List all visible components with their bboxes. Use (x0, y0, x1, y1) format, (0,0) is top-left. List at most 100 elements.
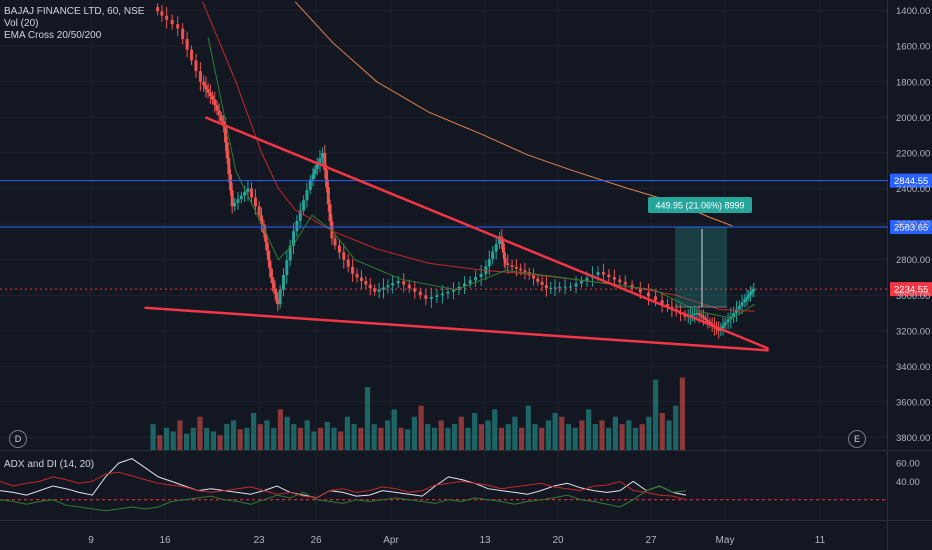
volume-bar (177, 420, 183, 450)
candle-body (359, 277, 363, 282)
candle-body (391, 283, 395, 286)
candle-body (276, 298, 280, 305)
price-level-tag (890, 220, 932, 235)
drawing-overlay[interactable]: 449.95 (21.06%) 8999 (0, 116, 888, 352)
candle-body (750, 290, 754, 293)
candle-body (288, 245, 292, 261)
adx-tick-label: 40.00 (896, 477, 920, 488)
candle-body (748, 292, 752, 295)
candle-body (302, 200, 306, 211)
candle-body (236, 199, 240, 203)
volume-bar (498, 427, 505, 450)
candle-body (745, 296, 749, 299)
candle-body (580, 280, 584, 284)
candle-body (413, 288, 417, 292)
candle-body (638, 288, 642, 293)
candle-body (494, 244, 498, 252)
volume-bar (358, 427, 364, 450)
price-pane[interactable] (156, 1, 756, 339)
earnings-badge[interactable]: E (848, 430, 866, 448)
candle-body (373, 288, 377, 292)
price-tick-label: 3800.00 (896, 433, 930, 444)
dividend-badge[interactable]: D (9, 430, 27, 448)
candle-body (553, 287, 557, 289)
time-tick-label: 23 (253, 535, 265, 546)
candle-body (204, 85, 208, 89)
candle-body (574, 283, 578, 287)
adx-indicator-label[interactable]: ADX and DI (14, 20) (4, 459, 95, 470)
candle-body (292, 231, 296, 246)
volume-bar (271, 427, 277, 450)
volume-bar (592, 424, 598, 450)
candle-body (424, 295, 428, 299)
volume-bar (217, 435, 223, 450)
volume-bar (311, 431, 317, 450)
volume-bar (619, 424, 625, 450)
volume-bar (251, 413, 257, 450)
candle-body (666, 304, 670, 307)
symbol-title[interactable]: BAJAJ FINANCE LTD, 60, NSE (4, 6, 145, 17)
candle-body (558, 287, 562, 289)
candle-body (243, 192, 247, 196)
candle-body (519, 268, 523, 271)
candle-body (501, 241, 505, 248)
volume-bar (344, 416, 350, 450)
time-tick-label: 13 (479, 535, 491, 546)
candle-body (585, 277, 589, 281)
volume-bar (304, 420, 310, 450)
candle-body (601, 272, 605, 275)
candle-body (170, 19, 174, 25)
volume-bar (398, 427, 404, 450)
volume-bar (324, 421, 330, 450)
candle-body (737, 305, 741, 310)
volume-bar (452, 424, 458, 450)
candle-body (190, 49, 194, 61)
volume-pane (150, 377, 685, 450)
volume-bar (170, 431, 176, 450)
candle-body (491, 251, 495, 259)
volume-bar (632, 427, 639, 450)
candle-body (691, 314, 695, 316)
price-tick-label: 2000.00 (896, 113, 930, 124)
candle-body (732, 313, 736, 317)
time-tick-label: 27 (645, 535, 657, 546)
price-tick-label: 3200.00 (896, 326, 930, 337)
volume-bar (512, 416, 518, 450)
candle-body (217, 110, 221, 116)
volume-bar (666, 420, 672, 450)
volume-bar (190, 427, 196, 450)
candle-body (463, 283, 467, 287)
ema-indicator-label[interactable]: EMA Cross 20/50/200 (4, 30, 102, 41)
candle-body (706, 320, 710, 322)
time-tick-label: 9 (88, 535, 94, 546)
volume-bar (565, 424, 572, 450)
volume-bar (291, 424, 297, 450)
volume-bar (163, 427, 170, 450)
candle-body (281, 274, 285, 290)
adx-threshold-tag (890, 492, 932, 507)
candle-body (268, 259, 272, 269)
candle-body (229, 174, 233, 191)
candle-body (260, 215, 264, 225)
candle-body (326, 187, 330, 205)
volume-indicator-label[interactable]: Vol (20) (4, 18, 39, 29)
volume-bar (157, 435, 163, 450)
volume-bar (599, 420, 605, 450)
candle-body (321, 152, 325, 159)
candle-body (181, 28, 185, 40)
price-level-label: 2844.55 (894, 176, 928, 187)
candle-body (227, 158, 231, 175)
volume-bar (425, 424, 431, 450)
candle-body (701, 316, 705, 319)
volume-bar (552, 413, 558, 450)
candle-body (257, 206, 261, 216)
volume-bar (338, 431, 344, 450)
volume-bar (431, 427, 438, 450)
time-tick-label: May (716, 535, 735, 546)
candle-body (308, 179, 312, 190)
candle-body (219, 115, 223, 121)
time-tick-label: Apr (383, 535, 399, 546)
candle-body (402, 281, 406, 285)
